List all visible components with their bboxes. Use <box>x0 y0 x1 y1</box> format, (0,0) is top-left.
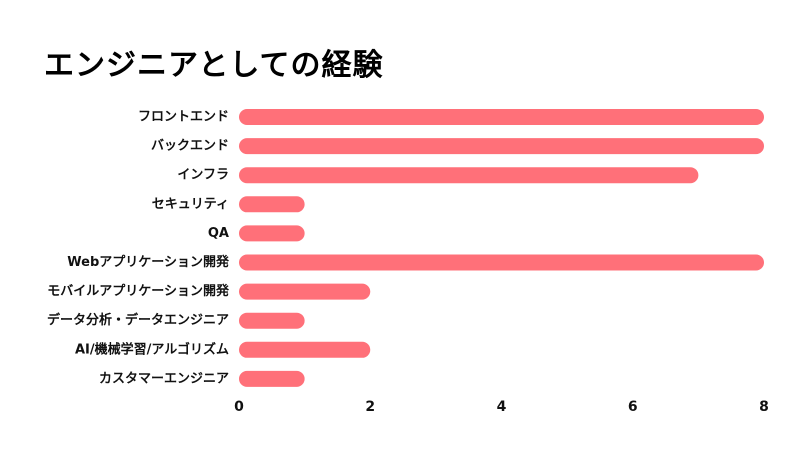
category-label: インフラ <box>177 168 229 183</box>
bar <box>239 225 305 242</box>
category-label: セキュリティ <box>152 197 229 212</box>
x-tick-label: 4 <box>497 399 507 415</box>
bar <box>239 283 371 300</box>
bar <box>239 312 305 329</box>
x-tick-label: 2 <box>365 399 375 415</box>
bar <box>239 370 305 387</box>
category-label: データ分析・データエンジニア <box>47 312 229 328</box>
x-tick-label: 6 <box>628 399 638 415</box>
bar <box>239 341 371 358</box>
bar <box>239 109 764 125</box>
bar <box>239 196 305 213</box>
category-label: モバイルアプリケーション開発 <box>47 283 230 299</box>
category-label: QA <box>208 226 229 241</box>
category-label: カスタマーエンジニア <box>99 371 229 386</box>
x-tick-label: 8 <box>759 399 769 415</box>
bar <box>239 254 764 271</box>
x-tick-label: 0 <box>234 399 244 415</box>
category-label: バックエンド <box>151 139 229 154</box>
bar <box>239 167 699 184</box>
category-label: AI/機械学習/アルゴリズム <box>75 341 229 357</box>
chart-title: エンジニアとしての経験 <box>44 48 384 83</box>
bar <box>239 138 764 155</box>
category-label: Webアプリケーション開発 <box>67 254 230 270</box>
category-label: フロントエンド <box>138 110 229 125</box>
